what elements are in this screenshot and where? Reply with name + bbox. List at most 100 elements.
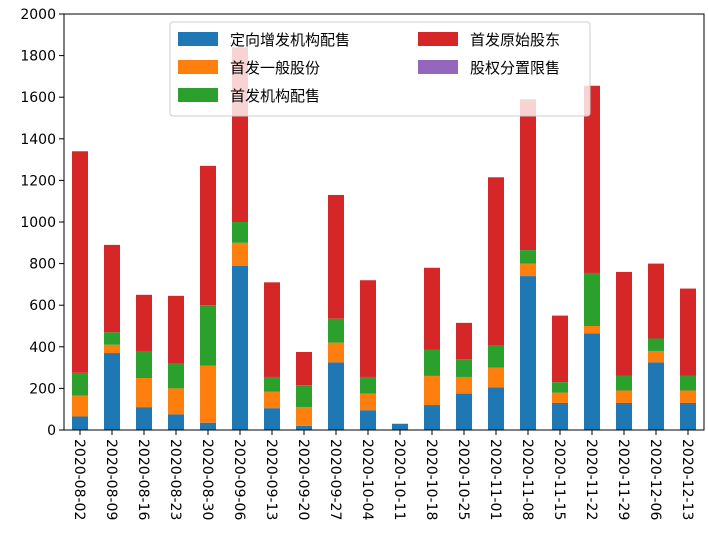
bar-segment-2020-12-13-s1	[680, 390, 696, 403]
bar-segment-2020-09-27-s3	[328, 194, 344, 319]
bar-segment-2020-09-27-s1	[328, 342, 344, 363]
x-tick-label: 2020-12-13	[679, 439, 695, 520]
bar-segment-2020-11-01-s3	[488, 177, 504, 346]
legend-box	[169, 21, 591, 117]
x-axis: 2020-08-02 2020-08-09 2020-08-16 2020-08-23…	[71, 430, 695, 520]
x-tick-label: 2020-08-23	[167, 439, 183, 520]
bar-segment-2020-11-08-s1	[520, 263, 536, 277]
bar-segment-2020-10-18-s3	[424, 267, 440, 350]
bar-segment-2020-08-30-s0	[200, 422, 216, 430]
x-tick-label: 2020-10-11	[391, 439, 407, 520]
y-axis: 0 200 400 600 800 1000 1200 1400 1600 1800 2000	[20, 7, 64, 439]
x-tick-label: 2020-11-22	[583, 439, 599, 520]
bar-segment-2020-11-08-s3	[520, 99, 536, 251]
bar-segment-2020-10-04-s1	[360, 393, 376, 411]
bar-segment-2020-08-02-s0	[72, 416, 88, 430]
bar-segment-2020-08-09-s2	[104, 332, 120, 345]
bar-segment-2020-08-09-s1	[104, 344, 120, 354]
legend-label: 首发机构配售	[230, 87, 320, 105]
bar-segment-2020-09-27-s2	[328, 318, 344, 343]
bar-segment-2020-11-22-s2	[584, 272, 600, 326]
x-tick-label: 2020-10-25	[455, 439, 471, 520]
bar-segment-2020-09-13-s3	[264, 282, 280, 377]
bar-segment-2020-08-02-s1	[72, 395, 88, 417]
bar-segment-2020-11-01-s2	[488, 345, 504, 368]
bar-segment-2020-08-23-s1	[168, 388, 184, 415]
bar-segment-2020-08-23-s0	[168, 414, 184, 430]
bar-segment-2020-08-16-s1	[136, 378, 152, 408]
bar-segment-2020-09-20-s2	[296, 385, 312, 408]
y-tick-label: 0	[47, 423, 56, 439]
y-tick-label: 1800	[20, 49, 56, 65]
bars-layer	[72, 47, 696, 430]
bar-segment-2020-08-30-s1	[200, 365, 216, 423]
bar-segment-2020-12-13-s2	[680, 375, 696, 391]
y-tick-label: 1000	[20, 215, 56, 231]
legend-label: 首发原始股东	[470, 31, 560, 49]
bar-segment-2020-11-01-s1	[488, 367, 504, 388]
bar-segment-2020-10-18-s1	[424, 375, 440, 406]
bar-segment-2020-09-20-s1	[296, 407, 312, 426]
bar-segment-2020-11-15-s3	[552, 315, 568, 383]
bar-segment-2020-08-09-s3	[104, 244, 120, 333]
bar-segment-2020-10-25-s3	[456, 322, 472, 360]
bar-segment-2020-11-29-s0	[616, 402, 632, 430]
bar-segment-2020-09-13-s1	[264, 391, 280, 409]
bar-segment-2020-08-09-s0	[104, 353, 120, 430]
bar-segment-2020-12-13-s3	[680, 288, 696, 376]
x-tick-label: 2020-09-06	[231, 439, 247, 520]
bar-segment-2020-09-20-s3	[296, 352, 312, 386]
x-tick-label: 2020-08-09	[103, 439, 119, 520]
bar-segment-2020-09-27-s0	[328, 362, 344, 430]
bar-segment-2020-11-15-s2	[552, 382, 568, 393]
x-tick-label: 2020-11-15	[551, 439, 567, 520]
y-tick-label: 600	[29, 298, 56, 314]
bar-segment-2020-08-16-s3	[136, 294, 152, 351]
x-tick-label: 2020-12-06	[647, 439, 663, 520]
bar-segment-2020-10-25-s0	[456, 393, 472, 430]
bar-segment-2020-09-06-s0	[232, 265, 248, 430]
x-tick-label: 2020-11-29	[615, 439, 631, 520]
legend-swatch	[418, 32, 458, 46]
y-tick-label: 800	[29, 257, 56, 273]
bar-segment-2020-08-02-s2	[72, 372, 88, 396]
bar-segment-2020-11-01-s0	[488, 387, 504, 430]
bar-segment-2020-11-22-s1	[584, 326, 600, 334]
legend-label: 定向增发机构配售	[230, 31, 350, 49]
bar-segment-2020-08-16-s2	[136, 350, 152, 378]
bar-segment-2020-11-08-s0	[520, 276, 536, 430]
x-tick-label: 2020-09-27	[327, 439, 343, 520]
legend-label: 股权分置限售	[470, 59, 560, 77]
x-tick-label: 2020-11-08	[519, 439, 535, 520]
legend-swatch	[418, 60, 458, 74]
x-tick-label: 2020-09-13	[263, 439, 279, 520]
x-tick-label: 2020-08-30	[199, 439, 215, 520]
bar-segment-2020-08-02-s3	[72, 151, 88, 373]
y-tick-label: 2000	[20, 7, 56, 23]
x-tick-label: 2020-10-04	[359, 439, 375, 520]
bar-segment-2020-08-30-s2	[200, 305, 216, 366]
bar-segment-2020-09-13-s2	[264, 376, 280, 392]
bar-segment-2020-08-30-s3	[200, 165, 216, 306]
legend-swatch	[178, 88, 218, 102]
bar-segment-2020-10-04-s0	[360, 410, 376, 430]
x-tick-label: 2020-10-18	[423, 439, 439, 520]
bar-segment-2020-09-06-s2	[232, 222, 248, 243]
bar-segment-2020-10-04-s3	[360, 280, 376, 377]
x-tick-label: 2020-08-02	[71, 439, 87, 520]
bar-segment-2020-10-11-s0	[392, 423, 408, 430]
y-tick-label: 200	[29, 381, 56, 397]
legend-label: 首发一般股份	[230, 59, 320, 77]
bar-segment-2020-11-22-s0	[584, 333, 600, 430]
bar-segment-2020-10-18-s0	[424, 405, 440, 430]
bar-segment-2020-11-29-s1	[616, 390, 632, 403]
bar-segment-2020-12-06-s0	[648, 362, 664, 430]
bar-segment-2020-11-22-s3	[584, 85, 600, 273]
bar-segment-2020-11-29-s3	[616, 271, 632, 376]
bar-segment-2020-11-08-s2	[520, 250, 536, 264]
bar-segment-2020-12-06-s2	[648, 338, 664, 351]
bar-segment-2020-10-25-s1	[456, 376, 472, 394]
bar-segment-2020-08-23-s2	[168, 363, 184, 389]
